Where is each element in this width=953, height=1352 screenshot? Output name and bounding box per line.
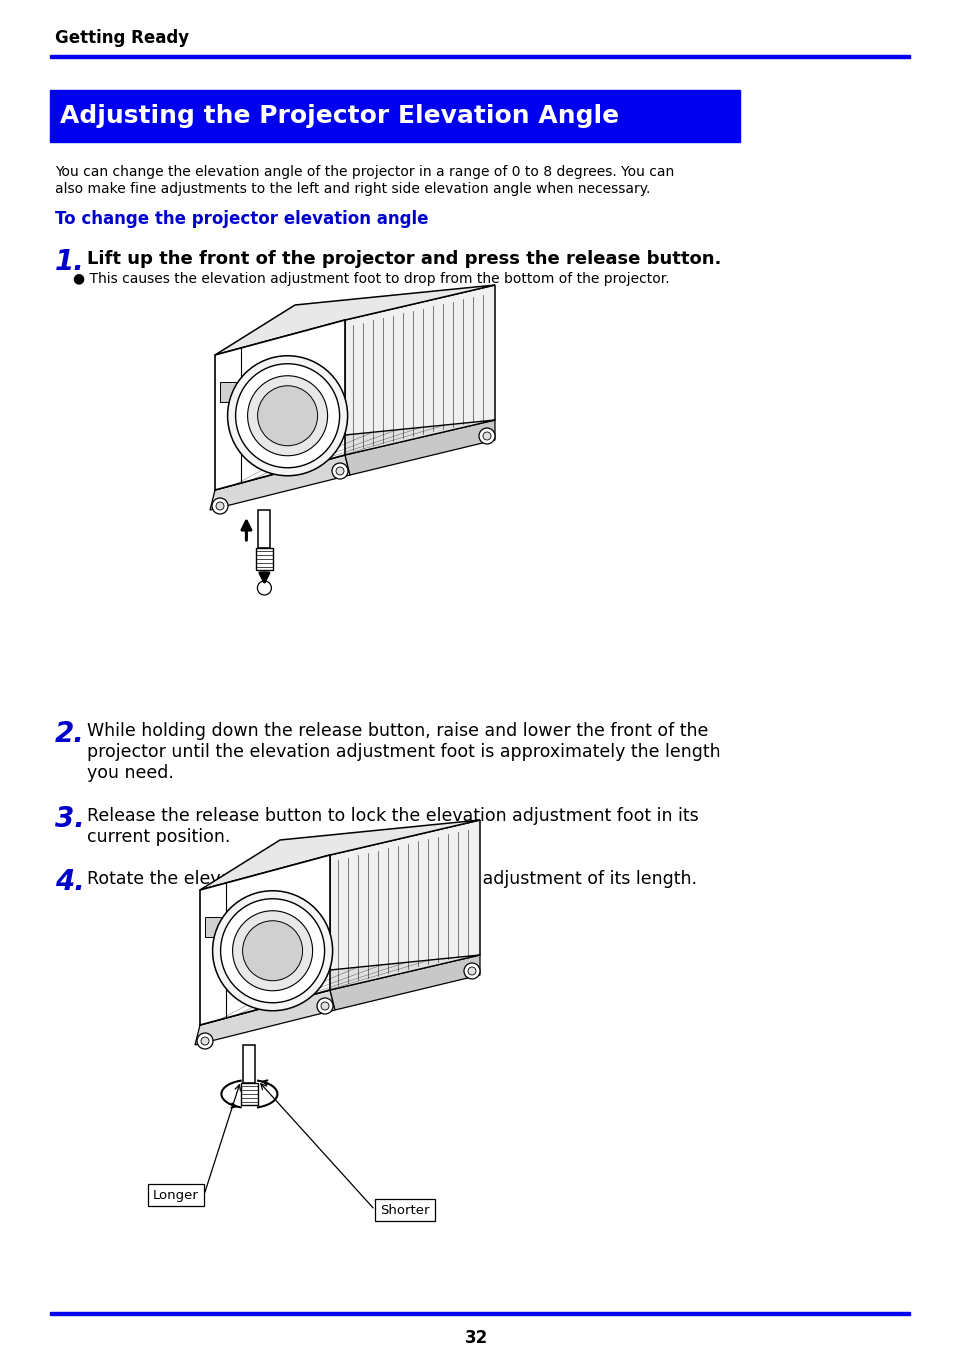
Circle shape <box>316 998 333 1014</box>
Polygon shape <box>330 955 479 1010</box>
Bar <box>255 548 273 571</box>
Circle shape <box>196 1033 213 1049</box>
Text: you need.: you need. <box>87 764 173 781</box>
Circle shape <box>332 462 348 479</box>
Polygon shape <box>214 285 495 356</box>
Bar <box>243 1045 255 1083</box>
Bar <box>50 55 909 58</box>
Circle shape <box>276 983 293 999</box>
Circle shape <box>248 376 327 456</box>
Circle shape <box>212 498 228 514</box>
Bar <box>258 510 270 548</box>
Circle shape <box>292 448 308 464</box>
Circle shape <box>201 1037 209 1045</box>
Circle shape <box>228 356 347 476</box>
Circle shape <box>463 963 479 979</box>
Circle shape <box>257 385 317 446</box>
Circle shape <box>482 433 491 439</box>
Circle shape <box>295 452 304 460</box>
Polygon shape <box>210 456 350 510</box>
Text: 4.: 4. <box>55 868 85 896</box>
Text: Adjusting the Projector Elevation Angle: Adjusting the Projector Elevation Angle <box>60 104 618 128</box>
Polygon shape <box>345 420 495 475</box>
Polygon shape <box>345 285 495 456</box>
Bar <box>205 917 221 937</box>
Text: Longer: Longer <box>152 1188 199 1202</box>
Text: Getting Ready: Getting Ready <box>55 28 189 47</box>
Circle shape <box>320 1002 329 1010</box>
Text: also make fine adjustments to the left and right side elevation angle when neces: also make fine adjustments to the left a… <box>55 183 650 196</box>
Text: Lift up the front of the projector and press the release button.: Lift up the front of the projector and p… <box>87 250 720 268</box>
Circle shape <box>478 429 495 443</box>
Circle shape <box>213 891 333 1011</box>
Polygon shape <box>200 821 479 890</box>
Text: Rotate the elevation adjustment foot for fine adjustment of its length.: Rotate the elevation adjustment foot for… <box>87 869 697 888</box>
Text: 3.: 3. <box>55 804 85 833</box>
Bar <box>220 383 235 402</box>
Text: 1.: 1. <box>55 247 85 276</box>
Circle shape <box>257 581 271 595</box>
Text: While holding down the release button, raise and lower the front of the: While holding down the release button, r… <box>87 722 708 740</box>
Circle shape <box>215 502 224 510</box>
Circle shape <box>281 987 289 995</box>
Circle shape <box>242 921 302 980</box>
Polygon shape <box>194 990 335 1045</box>
Text: ● This causes the elevation adjustment foot to drop from the bottom of the proje: ● This causes the elevation adjustment f… <box>73 272 669 287</box>
Circle shape <box>468 967 476 975</box>
Polygon shape <box>330 821 479 990</box>
Circle shape <box>233 911 313 991</box>
Text: 32: 32 <box>465 1329 488 1347</box>
Bar <box>148 1184 204 1206</box>
Circle shape <box>235 364 339 468</box>
Circle shape <box>335 466 344 475</box>
Bar <box>241 1083 257 1105</box>
Bar <box>50 91 740 142</box>
Text: Shorter: Shorter <box>380 1203 429 1217</box>
Polygon shape <box>214 320 345 489</box>
Polygon shape <box>200 854 330 1025</box>
Text: 2.: 2. <box>55 721 85 748</box>
Text: current position.: current position. <box>87 827 230 846</box>
Text: You can change the elevation angle of the projector in a range of 0 to 8 degrees: You can change the elevation angle of th… <box>55 165 674 178</box>
Bar <box>375 1199 435 1221</box>
Polygon shape <box>200 955 479 1025</box>
Polygon shape <box>214 420 495 489</box>
Text: To change the projector elevation angle: To change the projector elevation angle <box>55 210 428 228</box>
Text: Release the release button to lock the elevation adjustment foot in its: Release the release button to lock the e… <box>87 807 698 825</box>
Circle shape <box>220 899 324 1003</box>
Bar <box>50 1311 909 1315</box>
Text: projector until the elevation adjustment foot is approximately the length: projector until the elevation adjustment… <box>87 744 720 761</box>
